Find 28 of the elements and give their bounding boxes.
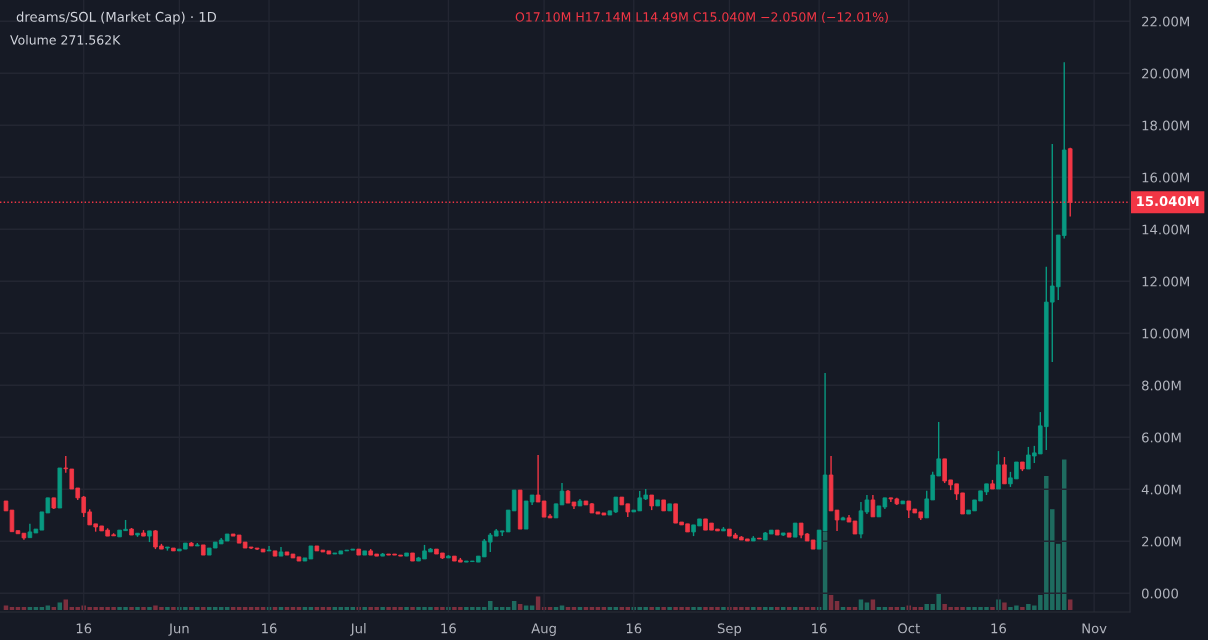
y-tick-label: 20.00M [1142, 68, 1189, 79]
annotation: O17.10M H17.14M L14.49M C15.040M −2.050M (−12.01%) [515, 11, 888, 24]
x-tick-label: 16 [626, 623, 642, 634]
x-tick-label: 16 [262, 623, 277, 634]
y-tick-label: 2.00M [1142, 536, 1181, 547]
x-tick-label: Aug [531, 623, 556, 636]
x-tick-label: Jul [350, 623, 366, 636]
x-tick-label: Nov [1082, 623, 1107, 634]
text: dreams/SOL (Market Cap) · 1D [16, 11, 217, 25]
x-tick-label: Oct [898, 623, 920, 634]
y-tick-label: 6.00M [1142, 432, 1181, 443]
x-tick-label: 16 [441, 623, 456, 634]
x-tick-label: 16 [991, 623, 1007, 634]
y-tick-label: 10.00M [1142, 328, 1189, 339]
y-tick-label: 22.00M [1142, 16, 1189, 27]
x-tick-label: Jun [168, 623, 189, 636]
y-tick-label: 14.00M [1142, 224, 1189, 235]
y-tick-label: 16.00M [1142, 172, 1189, 183]
y-tick-label: 12.00M [1142, 276, 1189, 287]
chart-title: Volume 271.562K [10, 34, 121, 45]
y-tick-label: 4.00M [1141, 484, 1181, 495]
x-tick-label: 16 [812, 623, 827, 634]
x-tick-label: 16 [76, 623, 92, 634]
ref-line-label: 15.040M [1137, 196, 1199, 207]
y-tick-label: 8.00M [1142, 380, 1181, 391]
y-tick-label: 18.00M [1142, 120, 1189, 131]
x-tick-label: Sep [717, 623, 742, 636]
y-tick-label: 0.000 [1141, 588, 1179, 599]
